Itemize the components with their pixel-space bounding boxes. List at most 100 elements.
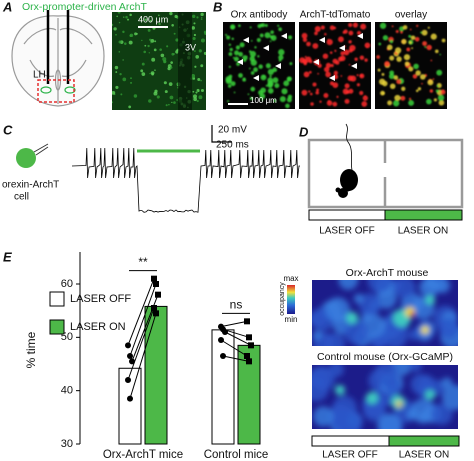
micrograph-cells [376, 22, 446, 107]
cell-dot [151, 57, 156, 62]
cell-dot [112, 90, 116, 95]
cell-dot [225, 33, 228, 36]
cell-dot [422, 41, 428, 46]
panel-title: Orx-promoter-driven ArchT [22, 1, 147, 13]
cell-dot [118, 51, 121, 53]
cell-dot [403, 54, 411, 61]
colorbar-max: max [283, 274, 298, 283]
bar [211, 329, 235, 445]
arrowhead [243, 37, 249, 43]
cell-dot [165, 104, 168, 107]
ventricle-label: 3V [185, 42, 196, 52]
cell-dot [278, 27, 283, 32]
heat-blob [346, 312, 358, 324]
heat-blob [410, 398, 436, 424]
cell-dot [269, 35, 274, 39]
pair-line [220, 320, 248, 328]
cell-dot [245, 55, 248, 58]
cell-dot [203, 30, 206, 34]
cell-dot [259, 33, 264, 38]
heat-blob [418, 411, 429, 423]
cell-dot [289, 62, 293, 66]
cell-dot [412, 74, 418, 79]
cell-dot [436, 84, 439, 88]
cell-dot [153, 48, 157, 52]
zone-label: LASER OFF [319, 226, 375, 237]
cell-dot [116, 15, 118, 18]
pair-line [129, 313, 157, 399]
heatmap-title: Control mouse (Orx-GCaMP) [317, 351, 453, 363]
cell-dot [129, 13, 132, 17]
cell-dot [410, 35, 416, 40]
cell-dot [360, 23, 367, 30]
point-on [155, 291, 161, 298]
cell-dot [191, 26, 195, 30]
zone-off [308, 209, 386, 221]
cell-dot [114, 65, 119, 70]
heatmap-title: Orx-ArchT mouse [346, 267, 429, 279]
legend-swatch [49, 291, 65, 307]
cell-dot [323, 93, 329, 99]
cell-dot [148, 52, 150, 54]
heat-blob [408, 329, 420, 341]
cell-dot [144, 18, 147, 21]
cell-dot [408, 66, 414, 72]
cell-dot [200, 38, 205, 43]
cell-dot [194, 65, 197, 68]
cell-dot [267, 82, 273, 88]
cell-dot [258, 64, 263, 69]
cell-dot [415, 70, 421, 76]
cell-dot [265, 84, 268, 87]
cell-dot [267, 68, 274, 75]
cell-dot [286, 76, 292, 82]
cell-dot [320, 25, 325, 30]
cell-dot [427, 26, 430, 29]
cell-dot [196, 16, 199, 19]
pair-line [224, 331, 252, 346]
cell-dot [359, 55, 365, 60]
cell-dot [344, 83, 350, 89]
heat-blob [441, 377, 453, 389]
brain-schematic [11, 15, 105, 107]
cell-dot [163, 81, 167, 85]
cell-dot [200, 64, 204, 68]
heat-blob [341, 410, 363, 429]
cell-dot [332, 82, 339, 89]
cell-dot [261, 99, 264, 101]
cell-dot [333, 26, 337, 30]
cell-dot [429, 89, 434, 93]
cell-dot [228, 52, 233, 56]
cell-dot [130, 77, 132, 80]
cell-dot [391, 25, 394, 28]
point-off [222, 329, 228, 335]
cell-dot [127, 18, 130, 21]
cell-dot [402, 25, 408, 30]
point-on [244, 318, 250, 325]
y-tick-label: 40 [61, 385, 73, 397]
cell-dot [356, 74, 359, 77]
cell-dot [169, 95, 174, 100]
cell-dot [401, 38, 407, 45]
colorbar-label: occupancy [279, 282, 286, 316]
cell-dot [192, 90, 195, 93]
panel-label: E [3, 249, 12, 264]
bar [144, 305, 168, 445]
cell-dot [259, 93, 266, 100]
cell-label: cell [14, 192, 29, 203]
cell-dot [287, 94, 293, 99]
pair-line [222, 355, 250, 362]
cell-dot [201, 16, 203, 19]
heatmap-blobs [312, 280, 458, 346]
cell-dot [388, 73, 395, 80]
cell-dot [168, 82, 173, 87]
cell-dot [420, 74, 426, 80]
cell-dot [173, 101, 176, 104]
cell-dot [193, 94, 198, 99]
heat-blob [377, 413, 402, 429]
heat-blob [384, 378, 401, 395]
micrograph-cells [225, 23, 293, 109]
point-off [127, 395, 133, 402]
cell-dot [400, 95, 406, 101]
cell-dot [230, 81, 236, 87]
cell-dot [249, 26, 252, 29]
